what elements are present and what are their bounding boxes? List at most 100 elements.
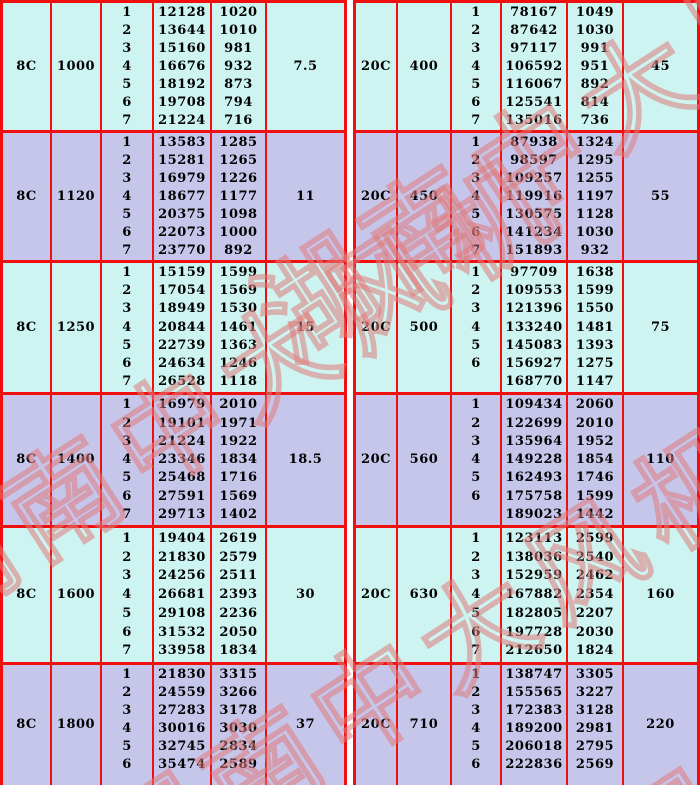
airflow-column: 123113 138036 152959 167882 182805 197728 2126… [500,528,566,662]
step-number [452,373,500,391]
pressure-value: 1461 [219,319,258,335]
step-number: 4 [471,721,481,736]
step-number: 4 [122,59,132,74]
pressure-value: 2393 [219,587,258,602]
pressure-column: 1324 1295 1255 1197 1128 1030 932 [566,133,622,260]
model-cell: 20C [356,133,396,260]
spec-block-20C-560: 20C 560 1 2 3 4 5 6 109434 122699 135964 149228 1624… [356,392,697,525]
model-cell: 20C [356,3,396,130]
power-cell: 11 [265,133,344,260]
pressure-column: 1285 1265 1226 1177 1098 1000 892 [210,133,265,260]
step-number: 5 [471,337,481,353]
pressure-value: 1128 [575,207,615,222]
airflow-value: 19708 [158,95,206,110]
power-cell: 18.5 [265,395,344,525]
power-cell: 220 [622,665,697,785]
model-cell: 8C [3,133,50,260]
step-number: 6 [471,488,481,504]
airflow-value: 30016 [158,721,206,736]
pressure-value: 1275 [575,355,615,371]
step-number: 7 [471,113,481,128]
airflow-value: 152959 [505,568,563,584]
pressure-value: 1716 [219,470,258,486]
pressure-value: 736 [580,113,610,128]
airflow-value: 149228 [505,452,563,467]
step-number: 5 [471,739,481,754]
step-number: 3 [471,41,481,56]
airflow-value: 97117 [510,41,558,56]
pressure-value: 1197 [575,189,615,204]
step-number: 6 [122,488,132,504]
step-number: 7 [122,506,132,522]
airflow-value: 16979 [158,397,206,413]
power-value: 55 [650,188,671,204]
step-number-column: 1 2 3 4 5 6 7 [100,133,152,260]
pressure-value: 1952 [575,433,615,449]
size-cell: 500 [396,263,450,392]
step-number: 3 [122,703,132,718]
model-value: 20C [361,188,391,204]
spec-block-8C-1120: 8C 1120 1 2 3 4 5 6 7 13583 15281 16979 18677 20375 22… [3,130,344,260]
spec-block-8C-1800: 8C 1800 1 2 3 4 5 6 21830 24559 27283 30016 32745 354… [3,662,344,785]
step-number: 1 [122,135,132,150]
pressure-value: 3030 [219,721,258,736]
step-number: 2 [471,153,481,168]
pressure-value: 2010 [575,415,615,431]
pressure-value: 1295 [575,153,615,168]
pressure-value: 716 [224,113,253,128]
airflow-value: 135016 [505,113,563,128]
step-number-column: 1 2 3 4 5 6 [450,395,500,525]
airflow-value: 33958 [158,643,206,659]
airflow-value: 151893 [505,243,563,258]
spec-table-right: 20C 400 1 2 3 4 5 6 7 78167 87642 97117 106592 116067… [353,0,700,785]
airflow-value: 121396 [505,301,563,317]
airflow-value: 13644 [158,23,206,38]
airflow-value: 78167 [510,5,558,20]
size-value: 630 [409,587,439,602]
airflow-value: 12128 [158,5,206,20]
step-number: 1 [471,667,481,682]
step-number: 2 [471,415,481,431]
airflow-column: 21830 24559 27283 30016 32745 35474 [152,665,210,785]
size-value: 1400 [56,452,96,467]
pressure-value: 1481 [575,319,615,335]
pressure-value: 1363 [219,337,258,353]
airflow-value: 109257 [505,171,563,186]
airflow-value: 24559 [158,685,206,700]
pressure-value: 794 [224,95,253,110]
power-cell: 110 [622,395,697,525]
model-cell: 8C [3,528,50,662]
pressure-value: 1746 [575,470,615,486]
step-number: 5 [122,470,132,486]
step-number-column: 1 2 3 4 5 6 7 [450,3,500,130]
pressure-value: 3227 [575,685,615,700]
airflow-column: 13583 15281 16979 18677 20375 22073 23770 [152,133,210,260]
pressure-value: 873 [224,77,253,92]
step-number: 2 [122,415,132,431]
step-number: 7 [122,643,132,659]
step-number-column: 1 2 3 4 5 6 7 [450,528,500,662]
pressure-value: 2540 [575,549,615,565]
pressure-value: 2354 [575,587,615,602]
airflow-value: 87938 [510,135,558,150]
step-number: 1 [122,265,132,281]
size-cell: 710 [396,665,450,785]
spec-table-left: 8C 1000 1 2 3 4 5 6 7 12128 13644 15160 16676 18192 19… [0,0,347,785]
pressure-value: 1599 [219,265,258,281]
pressure-value: 1049 [575,5,615,20]
airflow-value: 18677 [158,189,206,204]
pressure-value: 1020 [219,5,258,20]
pressure-value: 892 [580,77,610,92]
power-value: 18.5 [288,452,323,467]
airflow-value: 21224 [158,113,206,128]
row-spacer [212,774,265,784]
step-number: 2 [122,685,132,700]
airflow-value: 27283 [158,703,206,718]
pressure-value: 1638 [575,265,615,281]
airflow-column: 12128 13644 15160 16676 18192 19708 21224 [152,3,210,130]
pressure-value: 932 [224,59,253,74]
power-cell: 45 [622,3,697,130]
pressure-value: 3305 [575,667,615,682]
pressure-value: 932 [580,243,610,258]
pressure-value: 1824 [575,643,615,659]
